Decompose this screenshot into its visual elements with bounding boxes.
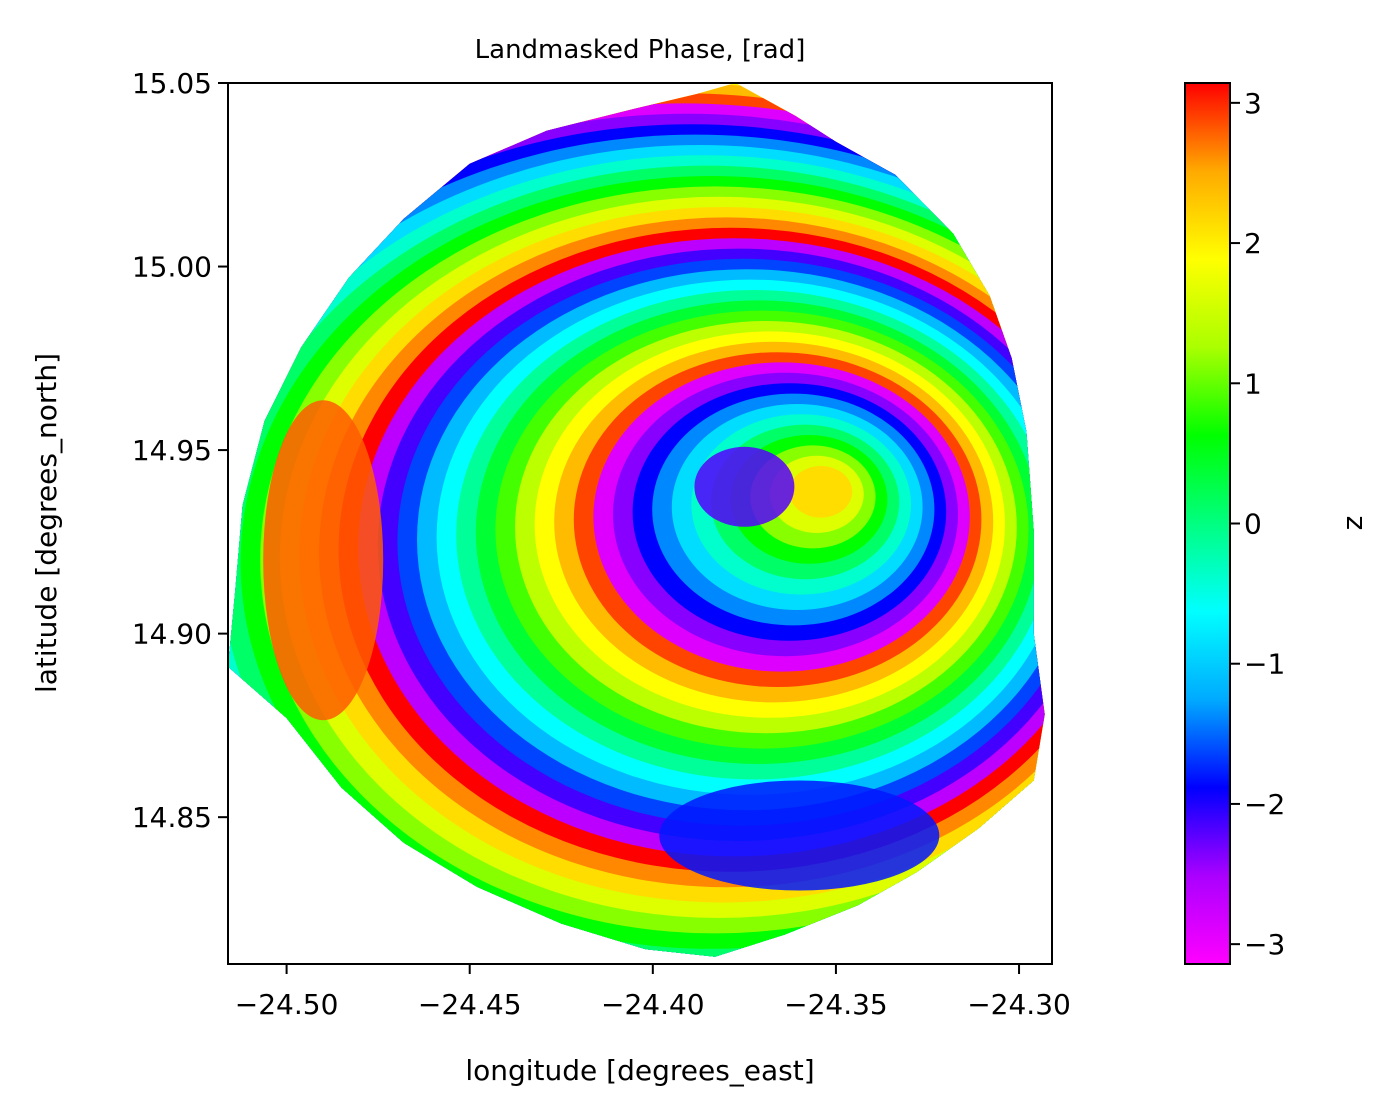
phase-patch: [263, 400, 384, 721]
y-tick-label: 15.00: [132, 251, 212, 284]
colorbar-tick-label: −1: [1244, 648, 1285, 681]
colorbar-axis: −3 −2 −1 0 1 2 3: [1230, 87, 1285, 961]
colorbar-tick-label: 0: [1244, 508, 1262, 541]
phase-patch: [659, 780, 940, 891]
axes-frame: [227, 82, 1053, 965]
phase-fringes: [228, 83, 1045, 957]
x-tick-label: −24.35: [784, 988, 888, 1021]
colorbar-tick-label: 2: [1244, 227, 1262, 260]
colorbar: [1184, 82, 1231, 965]
phase-patches: [263, 400, 940, 891]
plot-area: [228, 83, 1045, 957]
x-axis-label: longitude [degrees_east]: [465, 1054, 814, 1087]
colorbar-tick-label: −2: [1244, 788, 1285, 821]
colorbar-tick-label: −3: [1244, 928, 1285, 961]
y-axis-label: latitude [degrees_north]: [30, 353, 63, 693]
x-axis: −24.50 −24.45 −24.40 −24.35 −24.30: [235, 964, 1071, 1021]
x-tick-label: −24.30: [967, 988, 1071, 1021]
x-tick-label: −24.40: [601, 988, 705, 1021]
colorbar-label: z: [1336, 516, 1369, 531]
y-tick-label: 14.95: [132, 434, 212, 467]
chart-title: Landmasked Phase, [rad]: [475, 35, 806, 65]
y-tick-label: 15.05: [132, 67, 212, 100]
phase-fringe: [789, 466, 853, 518]
y-tick-label: 14.85: [132, 801, 212, 834]
phase-patch: [694, 446, 795, 527]
x-tick-label: −24.50: [235, 988, 339, 1021]
colorbar-tick-label: 1: [1244, 367, 1262, 400]
y-tick-label: 14.90: [132, 618, 212, 651]
y-axis: 14.85 14.90 14.95 15.00 15.05: [132, 67, 228, 834]
colorbar-tick-label: 3: [1244, 87, 1262, 120]
x-tick-label: −24.45: [418, 988, 522, 1021]
